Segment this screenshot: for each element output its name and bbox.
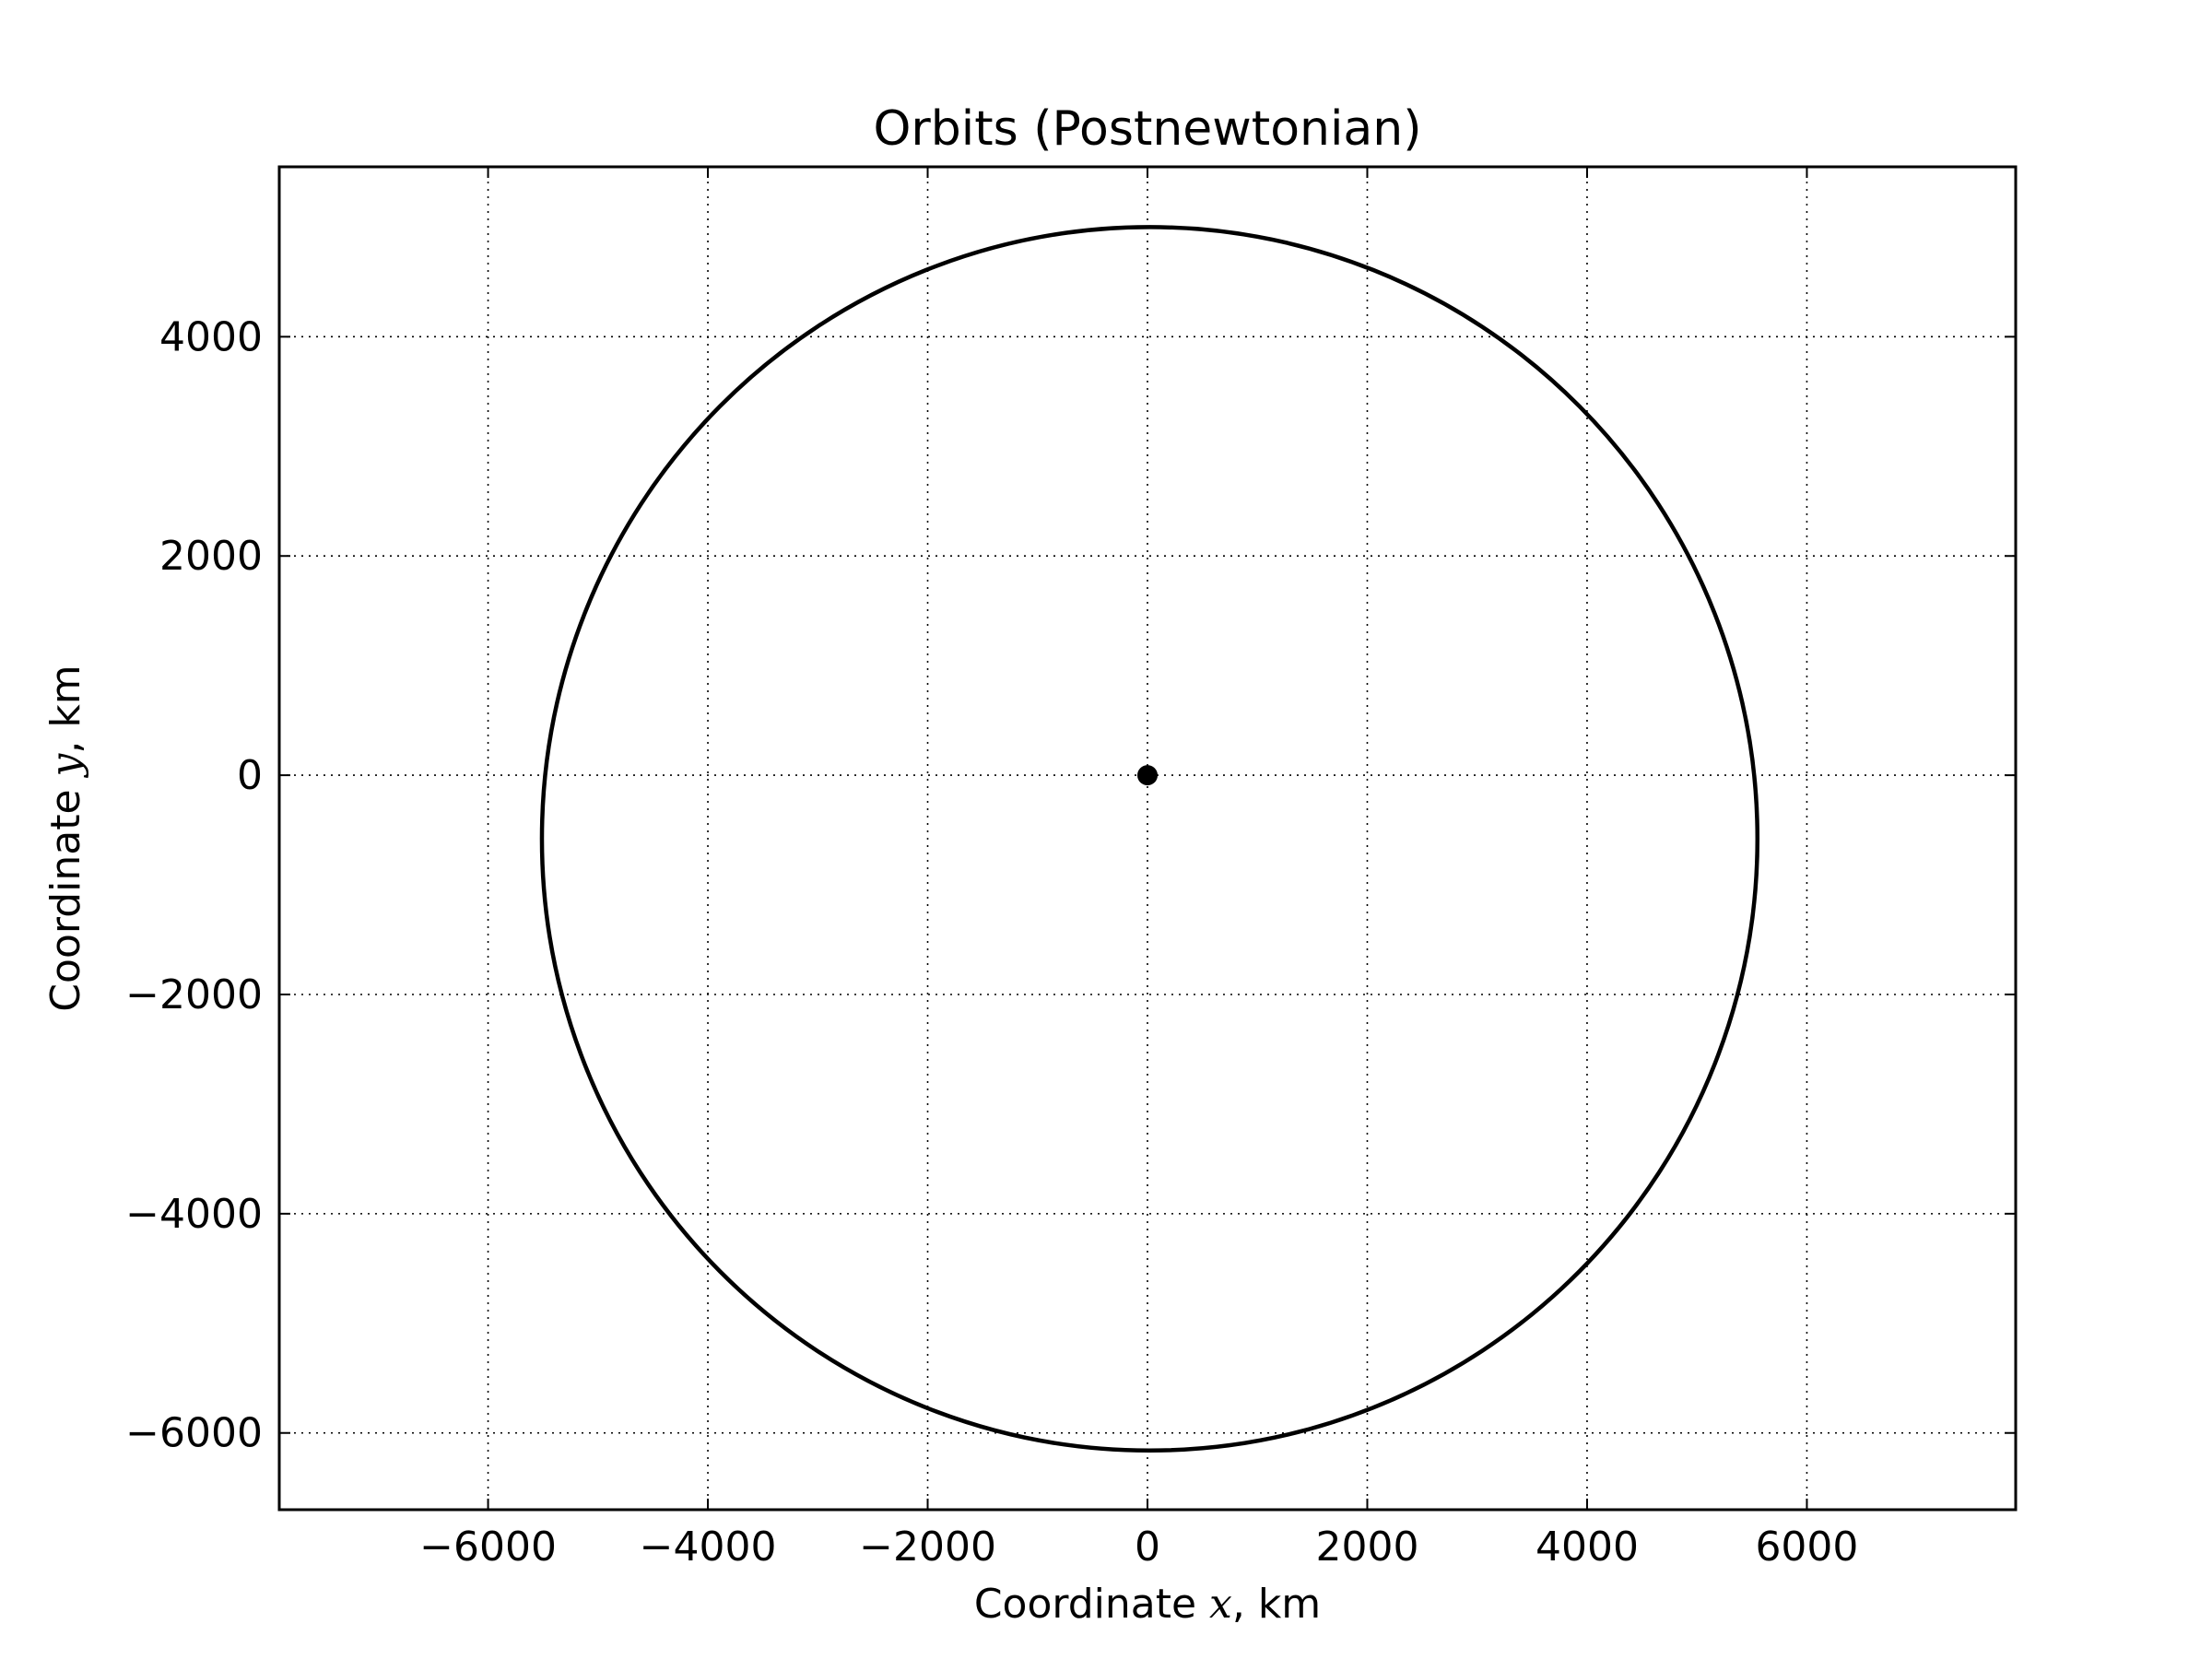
x-tick-label: 4000 bbox=[1535, 1524, 1639, 1571]
x-tick-label: −2000 bbox=[859, 1524, 996, 1571]
x-tick-label: 2000 bbox=[1315, 1524, 1418, 1571]
axis-ticks: −6000 −4000 −2000 0 2000 4000 6000 −6000 −4000 −2… bbox=[125, 167, 2016, 1571]
x-axis-label-suffix: , km bbox=[1232, 1581, 1321, 1628]
x-tick-label: 6000 bbox=[1755, 1524, 1858, 1571]
y-tick-label: −4000 bbox=[125, 1191, 263, 1238]
plot-series bbox=[539, 225, 1760, 1453]
grid bbox=[279, 167, 2016, 1510]
x-axis-label-variable: x bbox=[1209, 1581, 1232, 1628]
y-tick-label: 4000 bbox=[159, 313, 263, 360]
chart-title: Orbits (Postnewtonian) bbox=[873, 101, 1421, 157]
y-tick-label: 2000 bbox=[159, 533, 263, 580]
x-axis-label-prefix: Coordinate bbox=[974, 1581, 1209, 1628]
y-tick-label: −2000 bbox=[125, 971, 263, 1018]
central-body-point bbox=[1137, 765, 1158, 786]
y-tick-label: −6000 bbox=[125, 1410, 263, 1457]
x-tick-label: −6000 bbox=[419, 1524, 557, 1571]
x-tick-label: 0 bbox=[1135, 1524, 1160, 1571]
x-tick-label: −4000 bbox=[640, 1524, 777, 1571]
y-axis-label-prefix: Coordinate bbox=[42, 776, 89, 1011]
orbit-path bbox=[539, 225, 1760, 1453]
y-axis-label-variable: y bbox=[42, 752, 89, 778]
y-axis-label-suffix: , km bbox=[42, 665, 89, 753]
y-axis-label: Coordinate y, km bbox=[42, 665, 89, 1011]
x-axis-label: Coordinate x, km bbox=[974, 1581, 1321, 1628]
y-tick-label: 0 bbox=[237, 752, 263, 799]
